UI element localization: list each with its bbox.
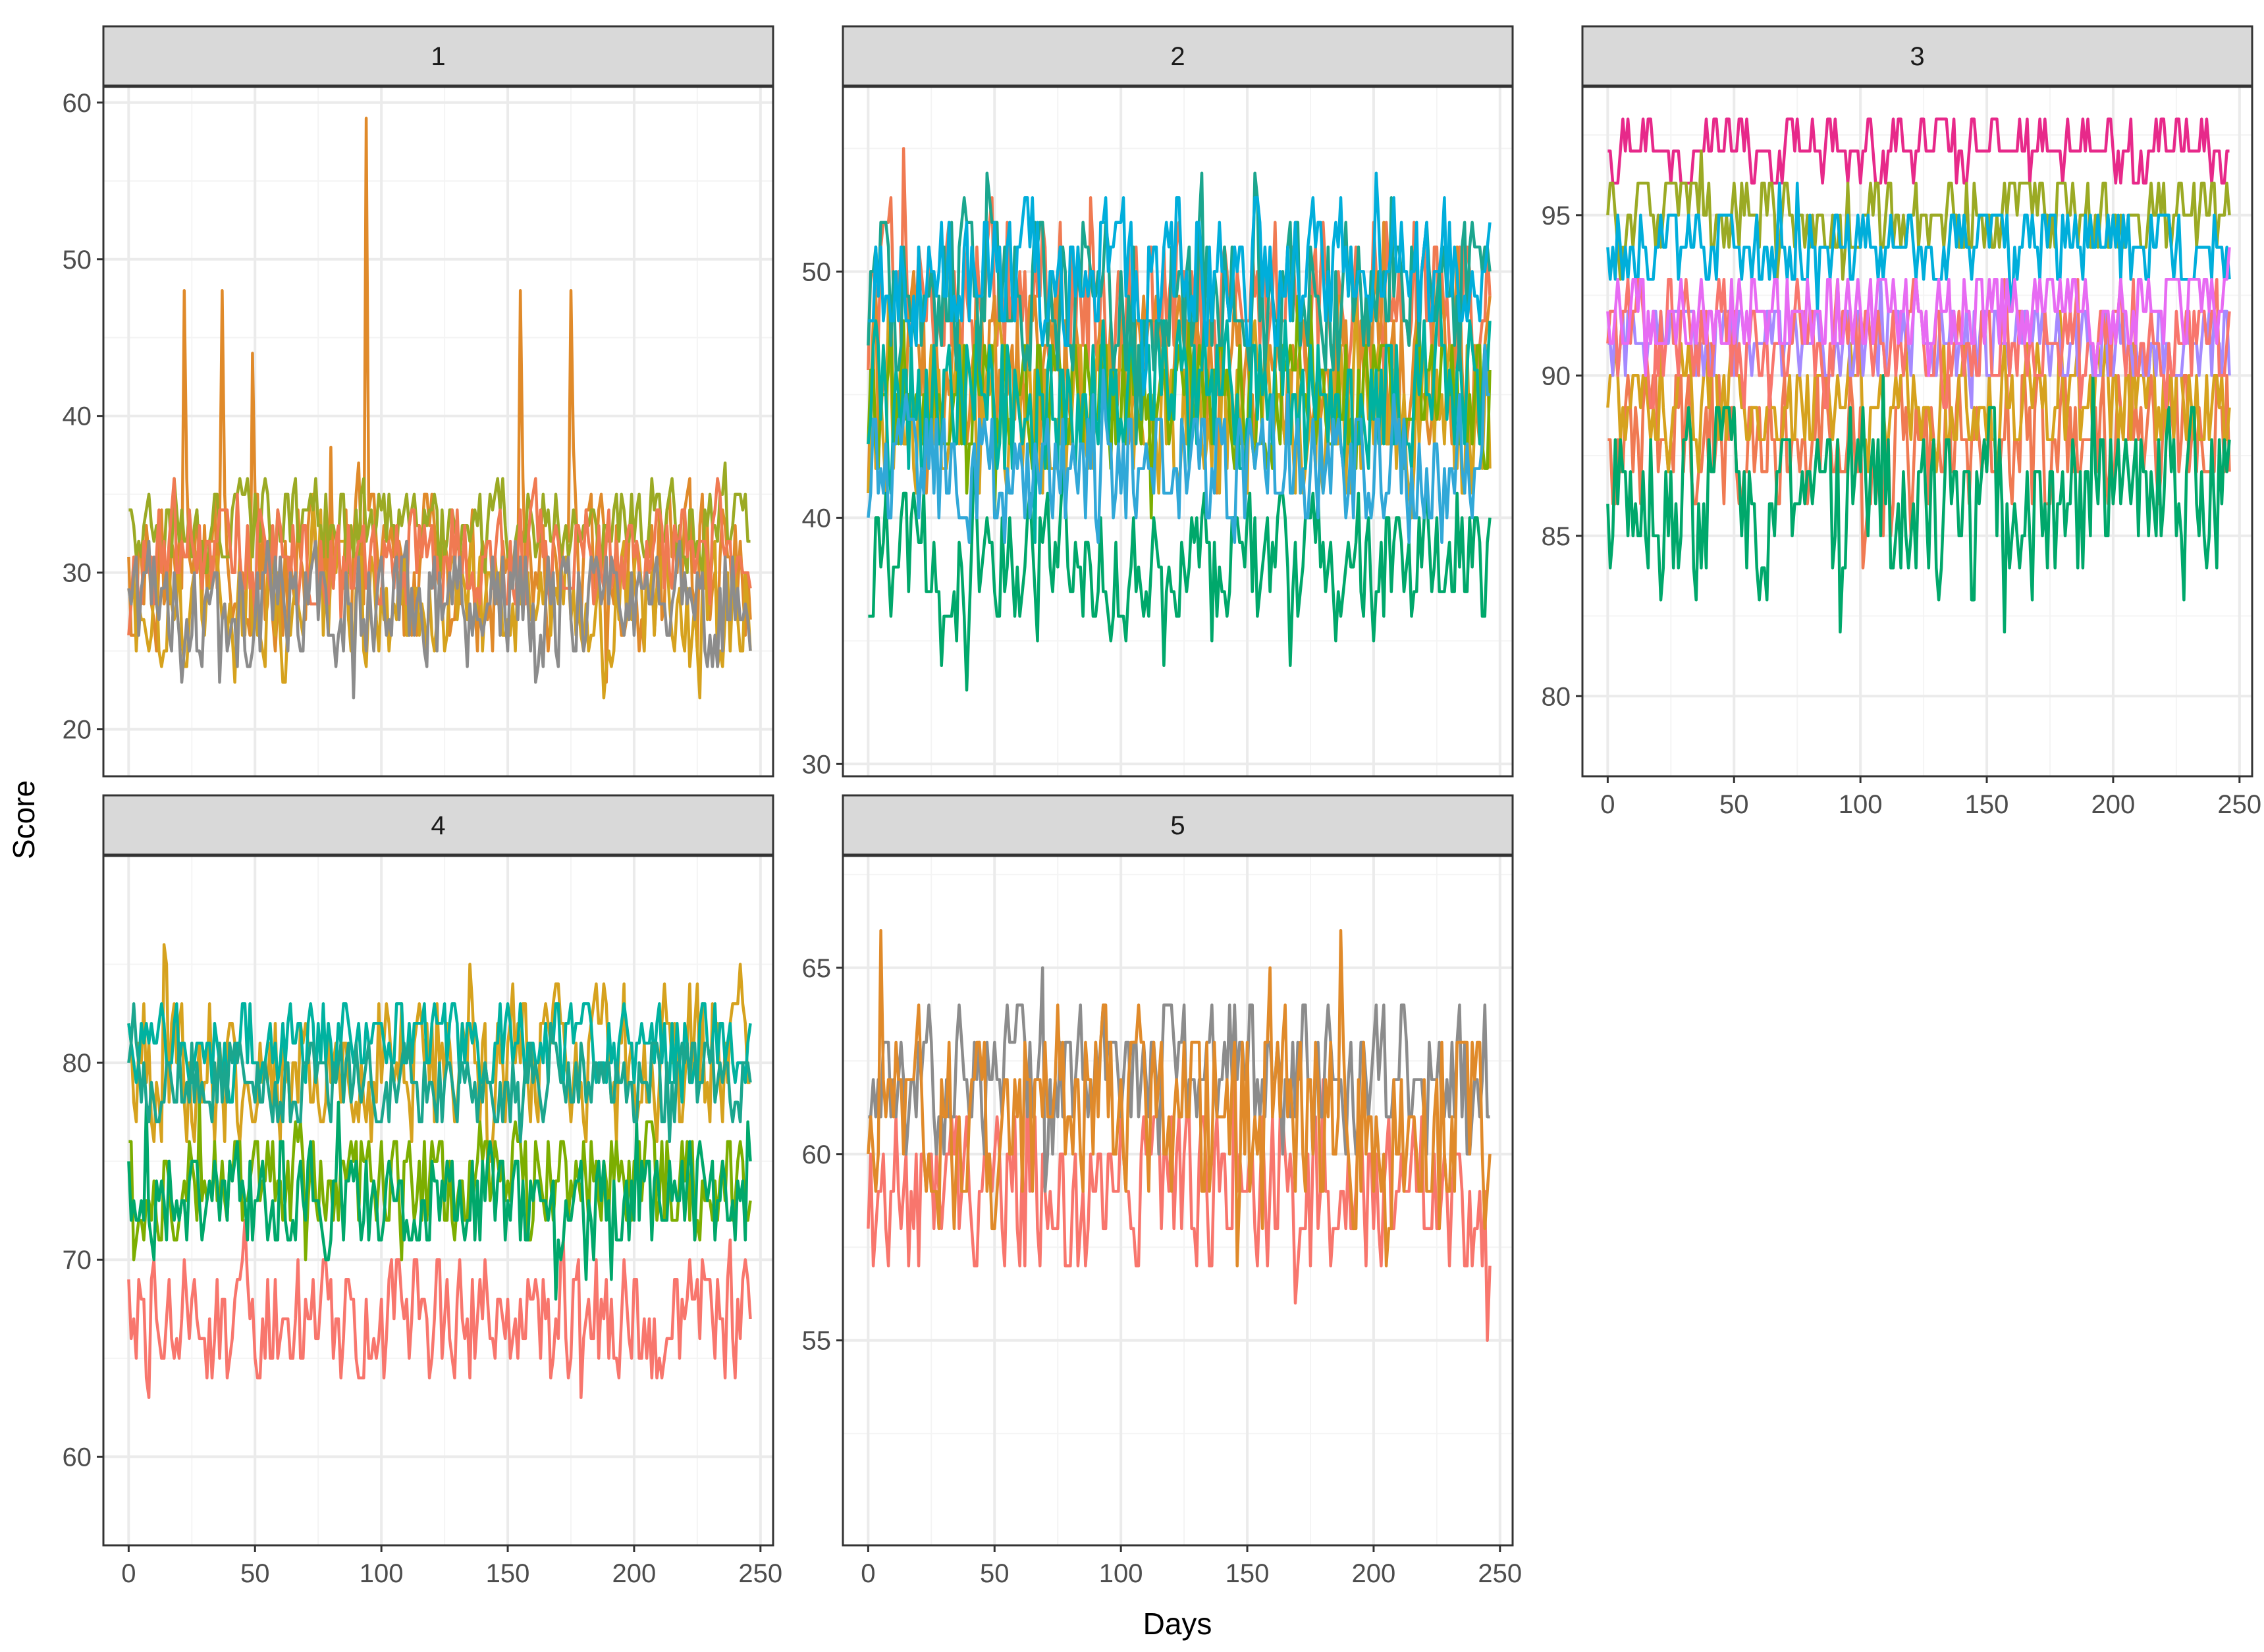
y-tick-label: 20 xyxy=(63,716,92,745)
facet-strip-label: 2 xyxy=(1170,42,1185,71)
facet-strip xyxy=(102,794,774,856)
facet-strip xyxy=(842,25,1514,87)
y-tick-label: 30 xyxy=(63,559,92,588)
series-group xyxy=(127,117,752,700)
series-line xyxy=(1606,181,2231,313)
x-tick-label: 0 xyxy=(121,1559,136,1588)
x-tick-label: 200 xyxy=(612,1559,657,1588)
y-axis-title: Score xyxy=(7,780,41,859)
series-line xyxy=(1606,247,2231,377)
x-tick-label: 150 xyxy=(1226,1559,1270,1588)
panel-border xyxy=(842,855,1514,1547)
y-tick-label: 60 xyxy=(63,1443,92,1472)
facet-panel-4: 4 60 70 80 0 50 100 150 200 250 xyxy=(63,794,782,1588)
series-line xyxy=(127,1002,752,1104)
series-line xyxy=(127,1002,752,1144)
series-line xyxy=(867,344,1490,545)
facet-panel-2: 2 30 40 50 xyxy=(802,25,1514,779)
y-tick-label: 95 xyxy=(1542,201,1571,230)
facet-strip-label: 1 xyxy=(431,42,445,71)
y-tick-label: 30 xyxy=(802,750,832,779)
x-tick-label: 250 xyxy=(2217,790,2261,819)
series-line xyxy=(127,1219,752,1399)
series-line xyxy=(127,539,752,700)
x-tick-label: 50 xyxy=(240,1559,270,1588)
x-tick-label: 100 xyxy=(1099,1559,1143,1588)
y-tick-label: 50 xyxy=(63,246,92,275)
x-tick-label: 0 xyxy=(1600,790,1615,819)
x-tick-label: 150 xyxy=(486,1559,530,1588)
x-tick-label: 150 xyxy=(1965,790,2009,819)
facet-strip xyxy=(102,25,774,87)
y-tick-label: 50 xyxy=(802,257,832,286)
series-line xyxy=(868,171,1492,396)
plot-panel xyxy=(102,86,774,778)
x-tick-label: 200 xyxy=(2091,790,2136,819)
y-tick-label: 40 xyxy=(63,402,92,431)
series-line xyxy=(1606,374,2231,634)
x-axis-title: Days xyxy=(1143,1607,1212,1641)
y-tick-label: 70 xyxy=(63,1246,92,1275)
series-group xyxy=(127,943,752,1399)
series-group xyxy=(1606,117,2231,634)
facet-strip-label: 3 xyxy=(1910,42,1924,71)
x-tick-label: 100 xyxy=(1839,790,1883,819)
series-line xyxy=(868,442,1492,692)
x-tick-label: 200 xyxy=(1352,1559,1396,1588)
series-line xyxy=(868,966,1490,1193)
panel-border xyxy=(102,86,774,778)
panel-border xyxy=(1581,86,2253,778)
y-tick-label: 55 xyxy=(802,1327,832,1356)
y-tick-label: 80 xyxy=(1542,682,1571,711)
x-tick-label: 250 xyxy=(1478,1559,1522,1588)
y-tick-label: 40 xyxy=(802,504,832,533)
series-line xyxy=(867,270,1492,545)
facet-strip xyxy=(1581,25,2253,87)
series-line xyxy=(867,171,1492,446)
series-line xyxy=(1607,117,2230,185)
series-line xyxy=(127,1100,752,1301)
series-group xyxy=(867,928,1492,1342)
x-tick-label: 50 xyxy=(1719,790,1749,819)
facet-panel-1: 1 20 30 40 50 60 xyxy=(63,25,774,778)
x-tick-label: 50 xyxy=(980,1559,1010,1588)
facet-strip-label: 4 xyxy=(431,811,445,840)
facet-strip xyxy=(842,794,1514,856)
y-tick-label: 80 xyxy=(63,1049,92,1078)
y-tick-label: 90 xyxy=(1542,361,1571,390)
series-line xyxy=(867,928,1492,1267)
y-tick-label: 85 xyxy=(1542,522,1571,551)
x-tick-label: 250 xyxy=(738,1559,782,1588)
panel-border xyxy=(102,855,774,1547)
facet-strip-label: 5 xyxy=(1170,811,1185,840)
y-tick-label: 60 xyxy=(63,89,92,118)
x-tick-label: 100 xyxy=(360,1559,404,1588)
x-tick-label: 0 xyxy=(861,1559,875,1588)
facet-panel-3: 3 80 85 90 95 0 50 100 150 200 250 xyxy=(1542,25,2261,819)
y-tick-label: 60 xyxy=(802,1140,832,1169)
series-group xyxy=(867,147,1492,692)
y-tick-label: 65 xyxy=(802,954,832,983)
panel-border xyxy=(842,86,1514,778)
